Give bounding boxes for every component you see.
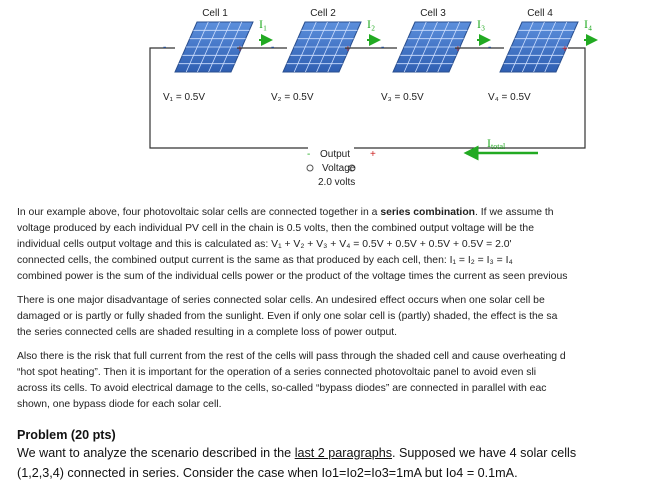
text: . Supposed we have 4 solar cells (392, 446, 577, 460)
text-line: connected cells, the combined output cur… (17, 255, 513, 266)
total-current: Itotal (487, 136, 506, 151)
terminal-plus: + (455, 44, 461, 55)
text-line: across its cells. To avoid electrical da… (17, 383, 547, 394)
cell-grid (305, 21, 328, 73)
text: . If we assume th (475, 207, 554, 218)
cell-label: Cell 3 (420, 8, 446, 19)
terminal-minus: - (488, 42, 491, 53)
current-label: I₃ (477, 17, 485, 31)
terminal-minus: - (271, 42, 274, 53)
cell-grid (293, 21, 317, 73)
bold-text: series combination (380, 207, 476, 218)
cell-grid (208, 21, 231, 73)
text-line: combined power is the sum of the individ… (17, 271, 568, 282)
cell-grid (327, 21, 351, 73)
text-line: the series connected cells are shaded re… (17, 327, 398, 338)
cell-grid (426, 21, 449, 73)
cell-grid (197, 21, 220, 73)
output-label: 2.0 volts (318, 177, 355, 188)
terminal (306, 164, 314, 172)
text-line: Also there is the risk that full current… (17, 351, 566, 362)
output-minus: - (307, 149, 310, 160)
voltage-label: V₄ = 0.5V (488, 92, 531, 103)
problem-line: We want to analyze the scenario describe… (17, 446, 576, 460)
cell-label: Cell 1 (202, 8, 228, 19)
total-current-sub: total (491, 142, 506, 151)
link[interactable]: last 2 paragraphs (294, 446, 393, 460)
text-line: voltage produced by each individual PV c… (17, 223, 534, 234)
output-plus: + (370, 149, 376, 160)
series-diagram: Cell 1 - + I₁ V₁ = 0.5V Cell 2 - + I₂ V₂ = 0.5V Ce… (149, 8, 598, 188)
cell-grid (522, 21, 545, 73)
text-line: “hot spot heating”. Then it is important… (17, 367, 537, 378)
cell-grid (437, 21, 461, 73)
problem-title: Problem (20 pts) (17, 428, 116, 442)
terminal-minus: - (381, 42, 384, 53)
terminal-plus: + (345, 44, 351, 55)
cells: Cell 1 - + I₁ V₁ = 0.5V Cell 2 - + I₂ V₂ = 0.5V Ce… (163, 8, 598, 103)
text-line: shown, one bypass diode for each solar c… (17, 399, 222, 410)
terminal-plus: + (562, 44, 568, 55)
text-line: In our example above, four photovoltaic … (17, 206, 651, 220)
voltage-label: V₁ = 0.5V (163, 92, 205, 103)
text-line: There is one major disadvantage of serie… (17, 295, 545, 306)
terminal (348, 164, 356, 172)
text: In our example above, four photovoltaic … (17, 207, 381, 218)
output-label: Voltage (322, 163, 356, 174)
cell-grid (533, 21, 556, 73)
cell-grid (185, 21, 209, 73)
voltage-label: V₃ = 0.5V (381, 92, 424, 103)
output-label: Output (320, 149, 350, 160)
cell-label: Cell 2 (310, 8, 336, 19)
cell-grid (219, 21, 243, 73)
terminal-minus: - (163, 42, 166, 53)
current-label: I₄ (584, 17, 592, 31)
current-label: I₂ (367, 17, 375, 31)
voltage-label: V₂ = 0.5V (271, 92, 314, 103)
text-line: damaged or is partly or fully shaded fro… (17, 311, 558, 322)
cell-grid (403, 21, 427, 73)
cell-grid (316, 21, 339, 73)
total-current-main: I (487, 136, 491, 150)
cell-label: Cell 4 (527, 8, 553, 19)
current-label: I₁ (259, 17, 267, 31)
problem-line: (1,2,3,4) connected in series. Consider … (17, 466, 518, 480)
terminal-plus: + (237, 44, 243, 55)
cell-grid (415, 21, 438, 73)
cell-grid (510, 21, 534, 73)
text: We want to analyze the scenario describe… (17, 446, 295, 460)
cell-grid (544, 21, 568, 73)
text-line: individual cells output voltage and this… (17, 239, 512, 250)
